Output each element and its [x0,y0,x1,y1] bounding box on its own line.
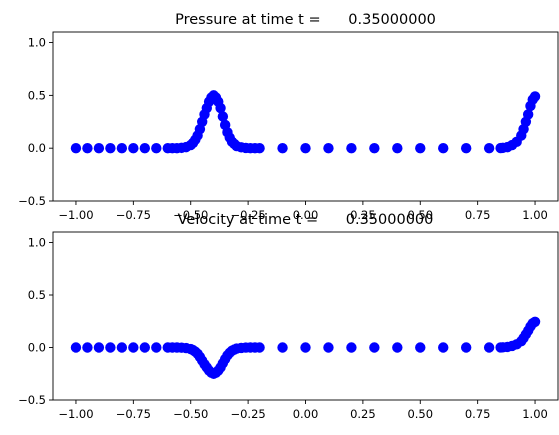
velocity-data-point [82,342,93,353]
velocity-data-point [277,342,288,353]
pressure-x-tick-label: −1.00 [58,208,93,222]
pressure-x-tick-label: −0.50 [173,208,208,222]
pressure-data-point [93,142,105,154]
velocity-data-point [139,342,151,353]
pressure-data-point [483,142,495,154]
velocity-data-point [529,316,541,327]
velocity-data-point [369,342,380,353]
pressure-data-point [116,142,128,154]
pressure-axes-frame [52,31,559,202]
velocity-x-tick-label: 0.75 [465,407,491,421]
velocity-data-point [116,342,128,353]
velocity-title: Velocity at time t = 0.35000000 [178,212,434,228]
velocity-x-tick-label: −0.25 [230,407,265,421]
pressure-data-point [529,91,541,102]
velocity-data-point [323,342,334,353]
velocity-data-point [300,342,311,353]
pressure-x-tick-label: 0.75 [465,208,491,222]
pressure-x-tick-label: −0.25 [230,208,265,222]
pressure-data-point [215,102,226,114]
velocity-data-point [415,342,426,353]
velocity-data-point [70,342,82,353]
pressure-y-tick-label: 0.5 [28,88,46,102]
velocity-panel: Velocity at time t = 0.35000000 −1.00 −0.7… [18,212,559,421]
velocity-x-tick-label: 1.00 [522,407,548,421]
velocity-x-tick-label: −0.75 [116,407,151,421]
pressure-data-point [522,109,534,120]
pressure-y-tick-label: 0.0 [28,141,46,155]
velocity-data-point [460,342,472,353]
velocity-y-tick-label: −0.5 [18,393,46,407]
velocity-data-point [105,342,116,353]
velocity-data-point [93,342,105,353]
velocity-data-point [151,342,162,353]
velocity-x-tick-label: 0.50 [407,407,433,421]
velocity-x-tick-label: 0.00 [293,407,319,421]
velocity-x-tick-label: −0.50 [173,407,208,421]
pressure-data-point [346,142,357,154]
velocity-y-tick-label: 1.0 [28,236,46,250]
velocity-data-point [483,342,495,353]
pressure-data-point [217,111,229,122]
velocity-x-tick-label: −1.00 [58,407,93,421]
pressure-y-tick-label: −0.5 [18,194,46,208]
velocity-axes-frame [52,231,559,401]
pressure-data-point [415,142,426,154]
velocity-data-point [346,342,357,353]
pressure-title: Pressure at time t = 0.35000000 [175,12,436,28]
pressure-x-tick-label: −0.75 [116,208,151,222]
velocity-y-tick-label: 0.0 [28,341,46,355]
pressure-panel: Pressure at time t = 0.35000000 −1.00 −0.7… [18,12,559,222]
pressure-data-point [277,142,288,154]
pressure-data-point [151,142,162,154]
pressure-data-point [254,142,265,154]
velocity-x-tick-label: 0.25 [350,407,376,421]
velocity-data-point [438,342,449,353]
pressure-data-point [70,142,82,154]
pressure-data-point [300,142,311,154]
velocity-data-point [128,342,139,353]
pressure-data-point [82,142,93,154]
pressure-data-point [139,142,151,154]
pressure-x-tick-label: 0.50 [407,208,433,222]
pressure-data-point [460,142,472,154]
pressure-x-tick-label: 0.25 [350,208,376,222]
pressure-data-point [323,142,334,154]
velocity-data-point [392,342,403,353]
pressure-data-point [128,142,139,154]
pressure-data-point [369,142,380,154]
pressure-x-tick-label: 1.00 [522,208,548,222]
pressure-data-point [438,142,449,154]
velocity-y-tick-label: 0.5 [28,288,46,302]
pressure-data-point [105,142,116,154]
pressure-y-tick-label: 1.0 [28,36,46,50]
pressure-x-tick-label: 0.00 [293,208,319,222]
pressure-data-point [392,142,403,154]
velocity-data-point [254,342,265,353]
